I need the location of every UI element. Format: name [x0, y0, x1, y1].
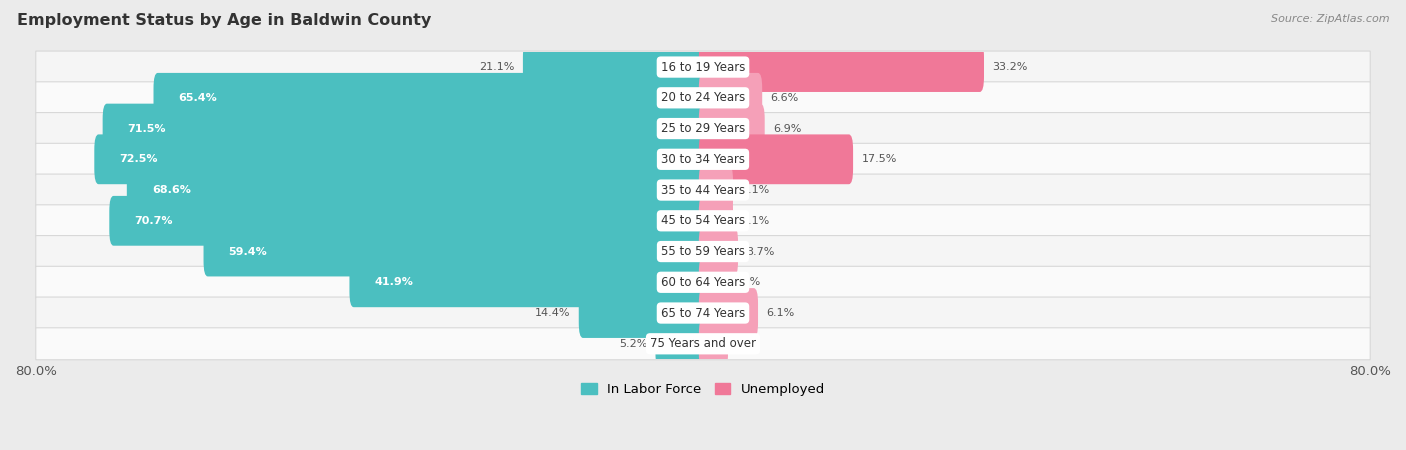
FancyBboxPatch shape	[699, 319, 728, 369]
FancyBboxPatch shape	[127, 165, 707, 215]
FancyBboxPatch shape	[350, 257, 707, 307]
Text: 16 to 19 Years: 16 to 19 Years	[661, 61, 745, 73]
Text: 25 to 29 Years: 25 to 29 Years	[661, 122, 745, 135]
Text: Employment Status by Age in Baldwin County: Employment Status by Age in Baldwin Coun…	[17, 14, 432, 28]
FancyBboxPatch shape	[655, 319, 707, 369]
FancyBboxPatch shape	[699, 196, 733, 246]
FancyBboxPatch shape	[35, 205, 1371, 237]
FancyBboxPatch shape	[699, 288, 758, 338]
Text: 21.1%: 21.1%	[479, 62, 515, 72]
FancyBboxPatch shape	[699, 135, 853, 184]
Text: 0.0%: 0.0%	[733, 277, 761, 287]
Text: 70.7%: 70.7%	[135, 216, 173, 226]
Text: 55 to 59 Years: 55 to 59 Years	[661, 245, 745, 258]
Text: 71.5%: 71.5%	[128, 124, 166, 134]
FancyBboxPatch shape	[699, 227, 738, 276]
FancyBboxPatch shape	[35, 174, 1371, 206]
Text: 17.5%: 17.5%	[862, 154, 897, 164]
Text: 41.9%: 41.9%	[374, 277, 413, 287]
FancyBboxPatch shape	[35, 51, 1371, 83]
Text: 35 to 44 Years: 35 to 44 Years	[661, 184, 745, 197]
Text: 65 to 74 Years: 65 to 74 Years	[661, 306, 745, 320]
Text: 14.4%: 14.4%	[534, 308, 571, 318]
Text: 3.1%: 3.1%	[741, 185, 769, 195]
Text: 60 to 64 Years: 60 to 64 Years	[661, 276, 745, 289]
Text: 68.6%: 68.6%	[152, 185, 191, 195]
FancyBboxPatch shape	[699, 104, 765, 153]
Text: 3.1%: 3.1%	[741, 216, 769, 226]
Text: 3.7%: 3.7%	[747, 247, 775, 256]
Text: 33.2%: 33.2%	[993, 62, 1028, 72]
Text: 65.4%: 65.4%	[179, 93, 218, 103]
Text: 5.2%: 5.2%	[619, 339, 647, 349]
FancyBboxPatch shape	[699, 257, 728, 307]
FancyBboxPatch shape	[699, 165, 733, 215]
Text: 6.6%: 6.6%	[770, 93, 799, 103]
Text: 20 to 24 Years: 20 to 24 Years	[661, 91, 745, 104]
FancyBboxPatch shape	[94, 135, 707, 184]
Text: 75 Years and over: 75 Years and over	[650, 338, 756, 350]
Text: 0.0%: 0.0%	[733, 339, 761, 349]
Text: 72.5%: 72.5%	[120, 154, 157, 164]
FancyBboxPatch shape	[35, 112, 1371, 144]
FancyBboxPatch shape	[699, 42, 984, 92]
FancyBboxPatch shape	[110, 196, 707, 246]
FancyBboxPatch shape	[579, 288, 707, 338]
FancyBboxPatch shape	[35, 328, 1371, 360]
Legend: In Labor Force, Unemployed: In Labor Force, Unemployed	[575, 378, 831, 402]
FancyBboxPatch shape	[35, 266, 1371, 298]
Text: Source: ZipAtlas.com: Source: ZipAtlas.com	[1271, 14, 1389, 23]
Text: 30 to 34 Years: 30 to 34 Years	[661, 153, 745, 166]
Text: 45 to 54 Years: 45 to 54 Years	[661, 214, 745, 227]
FancyBboxPatch shape	[103, 104, 707, 153]
Text: 6.1%: 6.1%	[766, 308, 794, 318]
FancyBboxPatch shape	[35, 143, 1371, 176]
FancyBboxPatch shape	[35, 297, 1371, 329]
FancyBboxPatch shape	[523, 42, 707, 92]
FancyBboxPatch shape	[204, 227, 707, 276]
FancyBboxPatch shape	[699, 73, 762, 123]
FancyBboxPatch shape	[35, 235, 1371, 268]
Text: 59.4%: 59.4%	[229, 247, 267, 256]
FancyBboxPatch shape	[35, 82, 1371, 114]
FancyBboxPatch shape	[153, 73, 707, 123]
Text: 6.9%: 6.9%	[773, 124, 801, 134]
